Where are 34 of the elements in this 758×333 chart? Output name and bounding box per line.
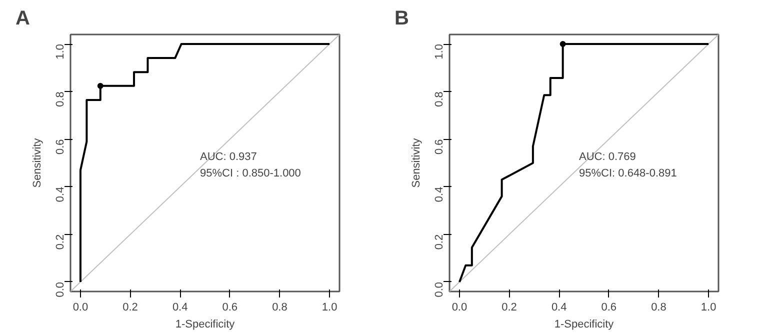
y-tick-label: 0.6 xyxy=(434,139,446,154)
y-tick-label: 0.2 xyxy=(54,234,66,250)
y-tick-label: 0.8 xyxy=(434,92,446,107)
x-tick-label: 1.0 xyxy=(322,302,338,314)
y-tick-label: 0.2 xyxy=(434,234,446,250)
x-tick-label: 0.4 xyxy=(172,302,188,314)
x-tick-label: 0.8 xyxy=(651,302,666,314)
y-tick-label: 0.4 xyxy=(434,186,446,202)
x-tick-label: 0.6 xyxy=(601,302,617,314)
x-tick-label: 0.8 xyxy=(272,302,288,314)
chart-title: A xyxy=(16,8,30,30)
y-tick-label: 0.6 xyxy=(54,139,66,154)
x-tick-label: 1.0 xyxy=(700,302,716,314)
y-tick-label: 0.8 xyxy=(54,92,66,107)
annotation: 95%CI: 0.648-0.891 xyxy=(579,168,677,180)
y-axis-title: Sensitivity xyxy=(410,138,422,188)
x-tick-label: 0.4 xyxy=(551,302,567,314)
x-tick-label: 0.0 xyxy=(452,302,468,314)
chart-title: B xyxy=(394,8,409,30)
y-tick-label: 0.0 xyxy=(434,282,446,298)
x-tick-label: 0.0 xyxy=(72,302,88,314)
x-axis-title: 1-Specificity xyxy=(554,318,614,330)
annotation: AUC: 0.937 xyxy=(200,151,257,163)
y-axis-title: Sensitivity xyxy=(32,138,44,188)
y-tick-label: 0.0 xyxy=(54,282,66,298)
x-axis-title: 1-Specificity xyxy=(175,318,236,330)
x-tick-label: 0.2 xyxy=(502,302,517,314)
y-tick-label: 0.4 xyxy=(54,186,66,202)
annotation: AUC: 0.769 xyxy=(579,151,636,163)
x-tick-label: 0.6 xyxy=(222,302,238,314)
y-tick-label: 1.0 xyxy=(434,44,446,60)
x-tick-label: 0.2 xyxy=(122,302,138,314)
annotation: 95%CI : 0.850-1.000 xyxy=(200,168,301,180)
y-tick-label: 1.0 xyxy=(54,44,66,60)
